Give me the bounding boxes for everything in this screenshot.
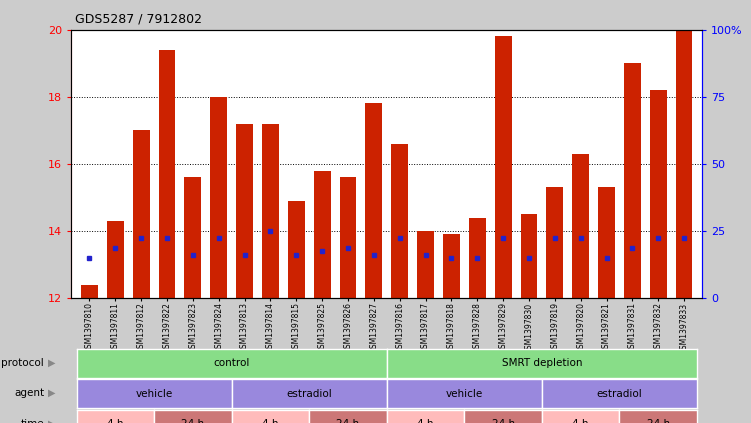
Text: ▶: ▶ [47,358,55,368]
Bar [417,231,434,298]
Bar [339,177,357,298]
Bar [469,217,486,298]
Bar [495,36,511,298]
Text: estradiol: estradiol [286,389,332,399]
Bar [572,154,589,298]
Text: 4 h: 4 h [262,419,279,423]
Bar [185,177,201,298]
Bar [443,234,460,298]
Bar [262,124,279,298]
Bar [676,30,692,298]
Bar [391,144,408,298]
Text: 4 h: 4 h [418,419,434,423]
Text: 4 h: 4 h [107,419,124,423]
Bar [210,97,227,298]
Bar [520,214,538,298]
Text: vehicle: vehicle [135,389,173,399]
Bar [547,187,563,298]
Bar [314,170,330,298]
Text: SMRT depletion: SMRT depletion [502,358,582,368]
Bar [650,90,667,298]
Bar [366,104,382,298]
Bar [133,130,149,298]
Bar [236,124,253,298]
Text: 24 h: 24 h [336,419,360,423]
Text: control: control [213,358,250,368]
Text: 24 h: 24 h [181,419,204,423]
Text: GDS5287 / 7912802: GDS5287 / 7912802 [75,12,202,25]
Bar [288,201,305,298]
Text: time: time [20,419,44,423]
Text: ▶: ▶ [47,388,55,398]
Text: ▶: ▶ [47,419,55,423]
Bar [81,285,98,298]
Text: 4 h: 4 h [572,419,589,423]
Text: vehicle: vehicle [445,389,483,399]
Bar [158,50,176,298]
Bar [624,63,641,298]
Text: 24 h: 24 h [647,419,670,423]
Bar [107,221,124,298]
Bar [598,187,615,298]
Text: agent: agent [14,388,44,398]
Text: estradiol: estradiol [596,389,642,399]
Text: protocol: protocol [2,358,44,368]
Text: 24 h: 24 h [492,419,514,423]
